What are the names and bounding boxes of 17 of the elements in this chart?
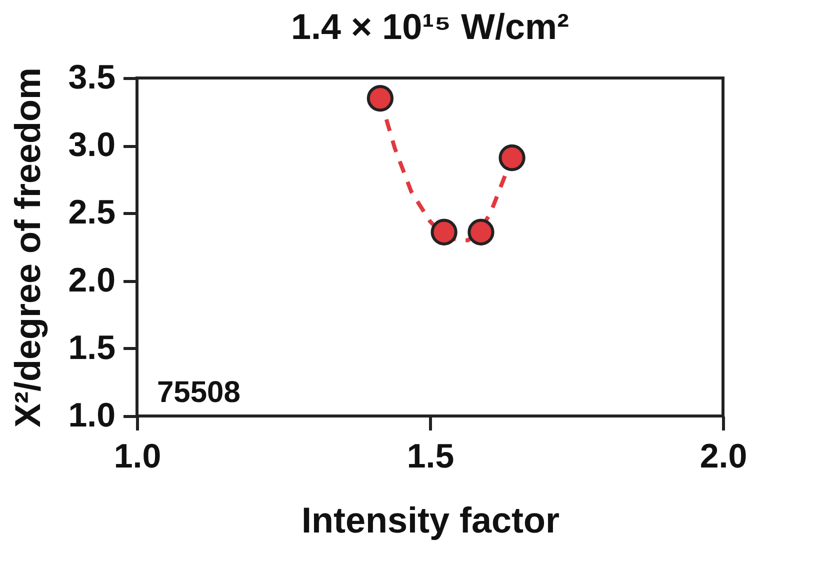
y-axis-title: X²/degree of freedom [7, 67, 48, 428]
x-tick-label: 1.0 [114, 438, 162, 476]
annotation: 75508 [157, 376, 240, 409]
x-tick-label: 2.0 [700, 438, 748, 476]
point [498, 144, 526, 172]
chart-title: 1.4 × 10¹⁵ W/cm² [290, 6, 570, 47]
point [366, 84, 394, 112]
y-tick-label: 2.5 [68, 194, 116, 232]
x-tick-label: 1.5 [406, 438, 454, 476]
y-tick-label: 3.5 [68, 58, 116, 96]
x-axis-title: Intensity factor [301, 500, 560, 540]
point [468, 218, 494, 246]
point [430, 218, 458, 246]
y-tick-label: 1.5 [68, 328, 116, 367]
y-tick-label: 3.0 [68, 126, 116, 164]
y-tick-label: 1.0 [68, 396, 116, 434]
y-tick-label: 2.0 [68, 261, 116, 300]
